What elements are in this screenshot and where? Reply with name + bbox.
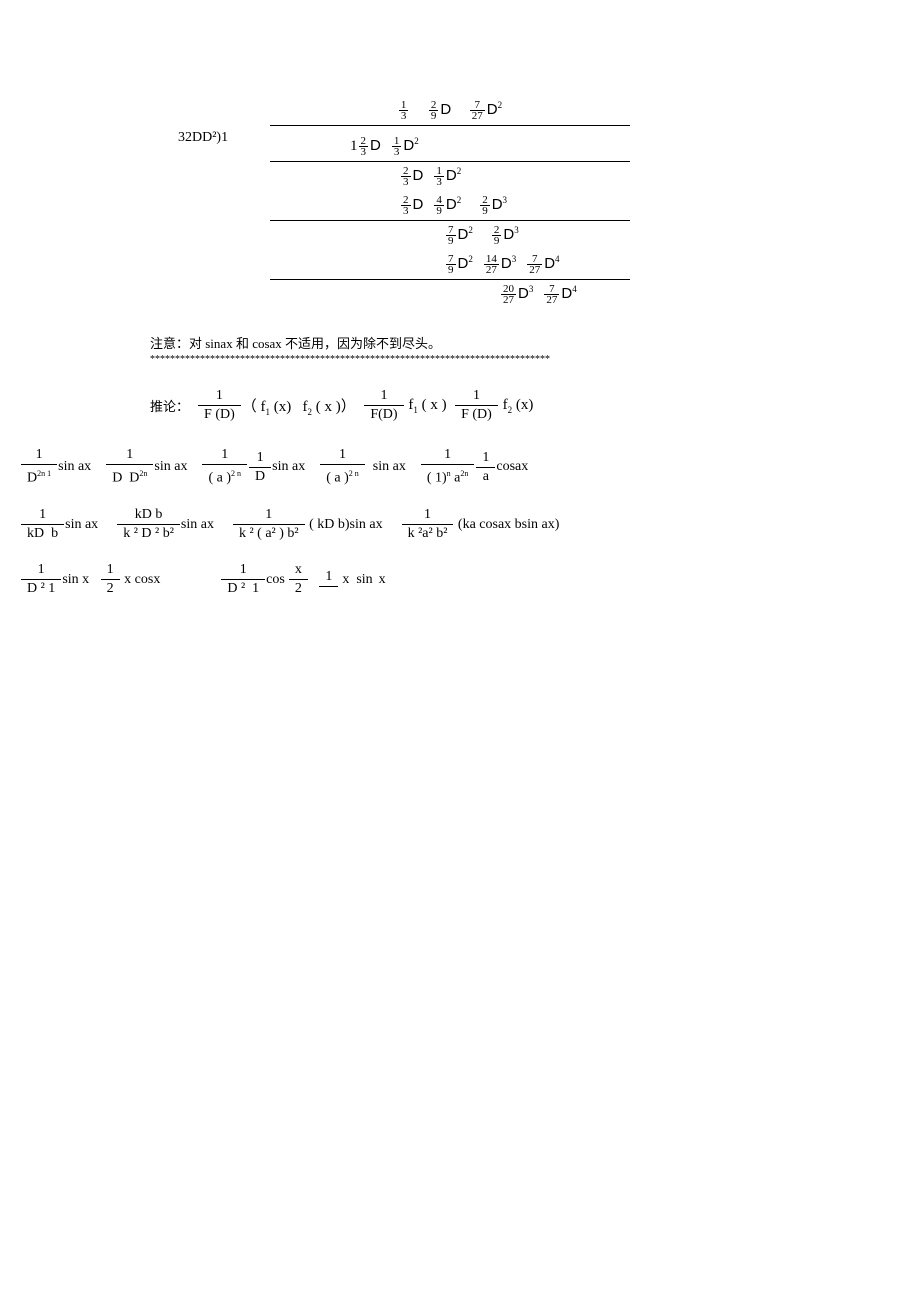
- eq1-term-2: 1D D2n sin ax: [105, 448, 187, 486]
- equation-line-3: 1D ² 1 sin x 12 x cosx 1D ² 1 cos x2 1 x…: [20, 563, 900, 596]
- equation-line-1: 1D2n 1 sin ax 1D D2n sin ax 1( a )2 n 1D…: [20, 448, 900, 486]
- divisor: 32DD²)1: [178, 130, 228, 146]
- exponent: 3: [503, 195, 508, 205]
- fraction: 1427: [484, 254, 499, 275]
- quotient-term-3-exp: 2: [498, 100, 503, 110]
- eq1-term-3: 1( a )2 n 1D sin ax: [201, 448, 305, 486]
- exponent: 3: [514, 225, 519, 235]
- variable-D: D: [503, 226, 514, 243]
- variable-D: D: [446, 196, 457, 213]
- equation-line-2: 1kD b sin ax kD bk ² D ² b² sin ax 1k ² …: [20, 508, 900, 541]
- division-row: 123D13D2: [270, 132, 630, 162]
- fraction: 79: [446, 254, 456, 275]
- fraction: 49: [434, 195, 444, 216]
- exponent: 3: [529, 284, 534, 294]
- corollary-frac-2: 1 F(D): [364, 389, 403, 422]
- corollary-rhs-2: f2 (x): [499, 397, 534, 415]
- fraction: 13: [392, 136, 402, 157]
- eq1-term-5: 1( 1)n a2n 1a cosax: [420, 448, 528, 486]
- corollary-frac-1: 1 F (D): [198, 389, 241, 422]
- exponent: 3: [512, 254, 517, 264]
- quotient-term-3-var: D: [487, 101, 498, 118]
- quotient: 1 3 2 9 D 7 27 D2: [270, 100, 630, 125]
- eq3-right: 1D ² 1 cos x2 1 x sin x: [220, 563, 385, 596]
- corollary-frac-3: 1 F (D): [455, 389, 498, 422]
- quotient-term-1: 1 3: [399, 100, 409, 121]
- variable-D: D: [413, 167, 424, 184]
- division-row: 23D49D229D3: [270, 191, 630, 221]
- eq3-left: 1D ² 1 sin x 12 x cosx: [20, 563, 160, 596]
- exponent: 2: [457, 195, 462, 205]
- division-bar: 32DD²)1 123D13D223D13D223D49D229D379D229…: [270, 125, 630, 315]
- exponent: 4: [555, 254, 560, 264]
- variable-D: D: [403, 137, 414, 154]
- variable-D: D: [501, 255, 512, 272]
- corollary-label: 推论：: [150, 396, 189, 415]
- fraction: 13: [434, 166, 444, 187]
- exponent: 2: [468, 254, 473, 264]
- corollary-rhs-1: f1 ( x ): [405, 397, 447, 415]
- variable-D: D: [413, 196, 424, 213]
- division-row: 23D13D2: [270, 162, 630, 191]
- exponent: 2: [457, 166, 462, 176]
- eq2-term-1: 1kD b sin ax: [20, 508, 98, 541]
- exponent: 2: [468, 225, 473, 235]
- fraction: 23: [401, 195, 411, 216]
- eq2-term-3: 1k ² ( a² ) b² ( kD b) sin ax: [232, 508, 383, 541]
- variable-D: D: [458, 255, 469, 272]
- division-row: 79D229D3: [270, 221, 630, 250]
- variable-D: D: [492, 196, 503, 213]
- fraction: 23: [401, 166, 411, 187]
- division-body: 123D13D223D13D223D49D229D379D229D379D214…: [270, 132, 630, 309]
- division-row: 2027D3727D4: [270, 280, 630, 309]
- corollary-lhs: （ f1 (x) f2 ( x )）: [242, 395, 356, 417]
- variable-D: D: [518, 285, 529, 302]
- variable-D: D: [458, 226, 469, 243]
- corollary: 推论： 1 F (D) （ f1 (x) f2 ( x )） 1 F(D) f1…: [150, 389, 770, 422]
- fraction: 2027: [501, 284, 516, 305]
- note-text: 注意：对 sinax 和 cosax 不适用，因为除不到尽头。: [150, 333, 770, 352]
- fraction: 29: [480, 195, 490, 216]
- variable-D: D: [446, 167, 457, 184]
- division-row: 79D21427D3727D4: [270, 250, 630, 280]
- eq1-term-4: 1( a )2 n sin ax: [319, 448, 406, 486]
- quotient-term-2-var: D: [440, 101, 451, 118]
- separator-stars: ****************************************…: [150, 354, 770, 365]
- quotient-term-3-coef: 7 27: [470, 100, 485, 121]
- exponent: 2: [414, 136, 419, 146]
- exponent: 4: [572, 284, 577, 294]
- eq2-term-4: 1k ²a² b² (ka cosax bsin ax): [401, 508, 560, 541]
- quotient-term-2-coef: 2 9: [429, 100, 439, 121]
- fraction: 23: [359, 136, 369, 157]
- fraction: 79: [446, 225, 456, 246]
- variable-D: D: [370, 137, 381, 154]
- variable-D: D: [561, 285, 572, 302]
- fraction: 727: [527, 254, 542, 275]
- long-division: 1 3 2 9 D 7 27 D2 32DD²)1 123D13D223D13D…: [270, 100, 630, 315]
- eq2-term-2: kD bk ² D ² b² sin ax: [116, 508, 214, 541]
- fraction: 29: [492, 225, 502, 246]
- variable-D: D: [544, 255, 555, 272]
- page: 1 3 2 9 D 7 27 D2 32DD²)1 123D13D223D13D…: [0, 0, 920, 636]
- eq1-term-1: 1D2n 1 sin ax: [20, 448, 91, 486]
- fraction: 727: [544, 284, 559, 305]
